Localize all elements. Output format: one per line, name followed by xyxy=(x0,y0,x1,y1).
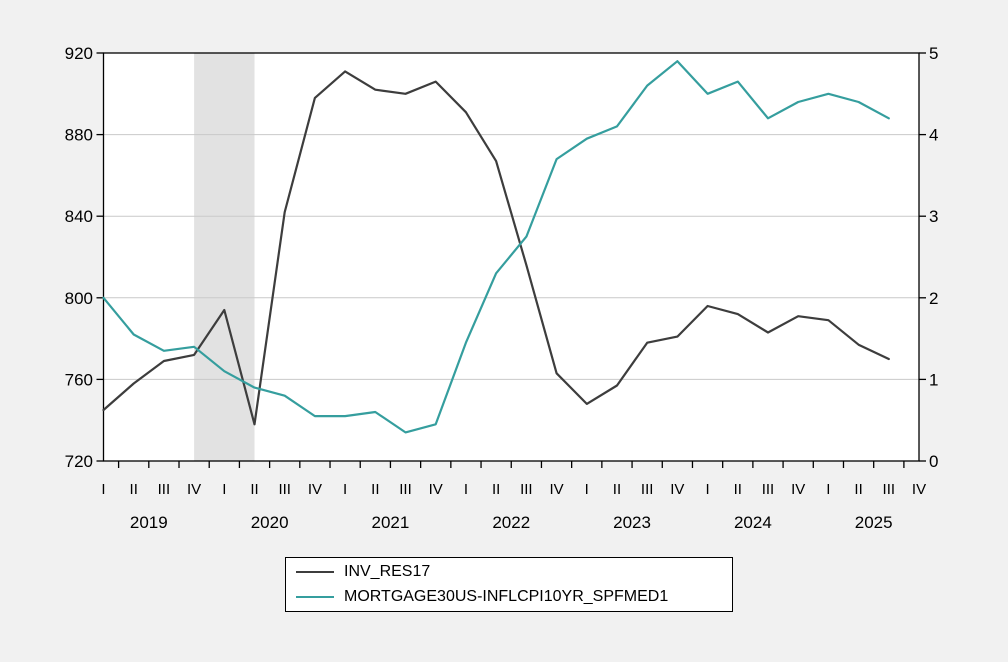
quarter-label: III xyxy=(158,481,171,498)
quarter-label: II xyxy=(492,481,500,498)
legend-line-sample-series1 xyxy=(296,571,334,574)
quarter-label: IV xyxy=(912,481,926,498)
quarter-label: I xyxy=(222,481,226,498)
quarter-label: I xyxy=(826,481,830,498)
year-label: 2019 xyxy=(130,513,168,532)
quarter-label: II xyxy=(613,481,621,498)
quarter-label: IV xyxy=(791,481,805,498)
quarter-label: II xyxy=(734,481,742,498)
left-axis-tick-label: 760 xyxy=(65,370,93,389)
legend-row-inv-res17: INV_RES17 xyxy=(296,561,732,583)
quarter-label: IV xyxy=(549,481,563,498)
left-axis-tick-label: 880 xyxy=(65,126,93,145)
series-line-inv_res17 xyxy=(102,70,890,426)
legend-label-series2: MORTGAGE30US-INFLCPI10YR_SPFMED1 xyxy=(344,588,669,605)
series-line-mortgage30us-inflcpi10yr_spfmed1 xyxy=(102,60,890,434)
left-axis-tick-label: 840 xyxy=(65,207,93,226)
right-axis-tick-label: 5 xyxy=(929,44,938,63)
year-label: 2023 xyxy=(613,513,651,532)
chart-legend: INV_RES17 MORTGAGE30US-INFLCPI10YR_SPFME… xyxy=(285,557,733,612)
year-label: 2020 xyxy=(251,513,289,532)
quarter-label: III xyxy=(883,481,896,498)
quarter-label: I xyxy=(585,481,589,498)
quarter-label: III xyxy=(278,481,291,498)
quarter-label: I xyxy=(705,481,709,498)
quarter-label: III xyxy=(762,481,775,498)
quarter-label: IV xyxy=(308,481,322,498)
year-label: 2022 xyxy=(492,513,530,532)
legend-line-sample-series2 xyxy=(296,595,334,598)
legend-label-series1: INV_RES17 xyxy=(344,563,431,581)
quarter-label: II xyxy=(250,481,258,498)
quarter-label: II xyxy=(130,481,138,498)
year-label: 2024 xyxy=(734,513,772,532)
quarter-label: II xyxy=(371,481,379,498)
quarter-label: IV xyxy=(670,481,684,498)
quarter-label: III xyxy=(641,481,654,498)
left-axis-tick-label: 920 xyxy=(65,44,93,63)
quarter-label: IV xyxy=(429,481,443,498)
legend-row-mortgage-spread: MORTGAGE30US-INFLCPI10YR_SPFMED1 xyxy=(296,586,732,608)
year-label: 2025 xyxy=(855,513,893,532)
quarter-label: III xyxy=(399,481,412,498)
right-axis-tick-label: 1 xyxy=(929,370,938,389)
recession-band xyxy=(194,53,255,461)
right-axis-tick-label: 2 xyxy=(929,289,938,308)
quarter-label: III xyxy=(520,481,533,498)
quarter-label: I xyxy=(464,481,468,498)
quarter-label: I xyxy=(343,481,347,498)
quarter-label: IV xyxy=(187,481,201,498)
left-axis-tick-label: 800 xyxy=(65,289,93,308)
quarter-label: I xyxy=(101,481,105,498)
right-axis-tick-label: 4 xyxy=(929,126,938,145)
left-axis-tick-label: 720 xyxy=(65,452,93,471)
year-label: 2021 xyxy=(372,513,410,532)
quarter-label: II xyxy=(854,481,862,498)
right-axis-tick-label: 0 xyxy=(929,452,938,471)
right-axis-tick-label: 3 xyxy=(929,207,938,226)
